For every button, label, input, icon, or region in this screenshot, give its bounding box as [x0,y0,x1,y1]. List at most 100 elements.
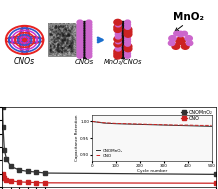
Circle shape [115,32,121,36]
CNOMnO₂ [1,106,4,108]
CNOMnO₂ [3,148,6,151]
Circle shape [77,35,83,39]
Circle shape [114,41,122,47]
CNOMnO₂ [9,165,12,167]
Circle shape [77,22,83,27]
Circle shape [77,37,83,41]
Circle shape [86,42,92,46]
CNO [35,181,38,184]
CNO [44,182,46,184]
Circle shape [124,27,132,32]
Circle shape [77,44,83,49]
Legend: CNOMnO₂, CNO: CNOMnO₂, CNO [180,109,213,122]
Circle shape [124,43,132,49]
Circle shape [115,35,121,39]
CNO [2,175,4,177]
Circle shape [77,39,83,44]
Circle shape [115,30,121,34]
Circle shape [115,39,121,44]
Circle shape [125,25,130,29]
Circle shape [114,36,122,42]
Circle shape [169,36,176,41]
Circle shape [114,51,122,57]
Circle shape [115,44,121,49]
Circle shape [125,54,130,58]
Circle shape [125,20,130,24]
Circle shape [86,35,92,39]
Circle shape [77,32,83,36]
CNO [18,181,20,183]
CNO [9,180,12,182]
Bar [83,21,86,58]
Circle shape [115,47,121,51]
Circle shape [124,46,132,52]
Circle shape [77,51,83,56]
Circle shape [125,35,130,39]
Circle shape [124,29,132,35]
Circle shape [77,30,83,34]
Circle shape [115,22,121,27]
Circle shape [181,31,187,36]
CNOMnO₂ [5,158,8,160]
Circle shape [77,25,83,29]
Circle shape [86,37,92,41]
Circle shape [86,27,92,32]
CNOMnO₂ [27,170,29,173]
Circle shape [114,24,122,30]
CNOMnO₂ [18,169,20,171]
Circle shape [86,54,92,58]
Circle shape [86,44,92,49]
Circle shape [77,27,83,32]
Circle shape [86,30,92,34]
Circle shape [86,32,92,36]
CNO [215,182,217,184]
Circle shape [77,42,83,46]
Text: MnO₂: MnO₂ [173,12,204,22]
Circle shape [114,27,122,32]
CNOMnO₂ [215,173,217,176]
Text: CNOs: CNOs [75,59,94,65]
Circle shape [125,42,130,46]
Circle shape [177,31,184,37]
Circle shape [186,41,193,46]
Circle shape [124,31,132,37]
Circle shape [181,43,189,49]
Circle shape [114,48,122,54]
Circle shape [114,19,122,25]
Circle shape [77,47,83,51]
Bar [48,24,76,56]
Text: CNOs: CNOs [14,57,35,66]
CNO [1,173,4,175]
Circle shape [125,37,130,41]
Circle shape [77,49,83,53]
Circle shape [86,49,92,53]
CNO [5,179,8,181]
Line: CNO: CNO [1,172,217,185]
Circle shape [86,39,92,44]
Circle shape [86,22,92,27]
Line: CNOMnO₂: CNOMnO₂ [1,105,217,176]
Circle shape [77,20,83,24]
Circle shape [86,20,92,24]
Circle shape [172,43,180,49]
CNOMnO₂ [44,172,46,174]
CNOMnO₂ [2,126,4,128]
Text: MnO₂/CNOs: MnO₂/CNOs [104,59,142,65]
Circle shape [86,25,92,29]
CNO [3,177,6,180]
Circle shape [176,37,185,44]
Circle shape [125,22,130,27]
Circle shape [168,41,175,46]
CNO [27,181,29,183]
CNOMnO₂ [35,171,38,173]
Circle shape [77,54,83,58]
Circle shape [86,47,92,51]
Circle shape [125,51,130,56]
Circle shape [125,49,130,53]
Circle shape [174,31,180,36]
Circle shape [114,53,122,59]
Circle shape [125,39,130,44]
Circle shape [86,51,92,56]
Circle shape [185,36,192,41]
Bar [121,21,124,58]
